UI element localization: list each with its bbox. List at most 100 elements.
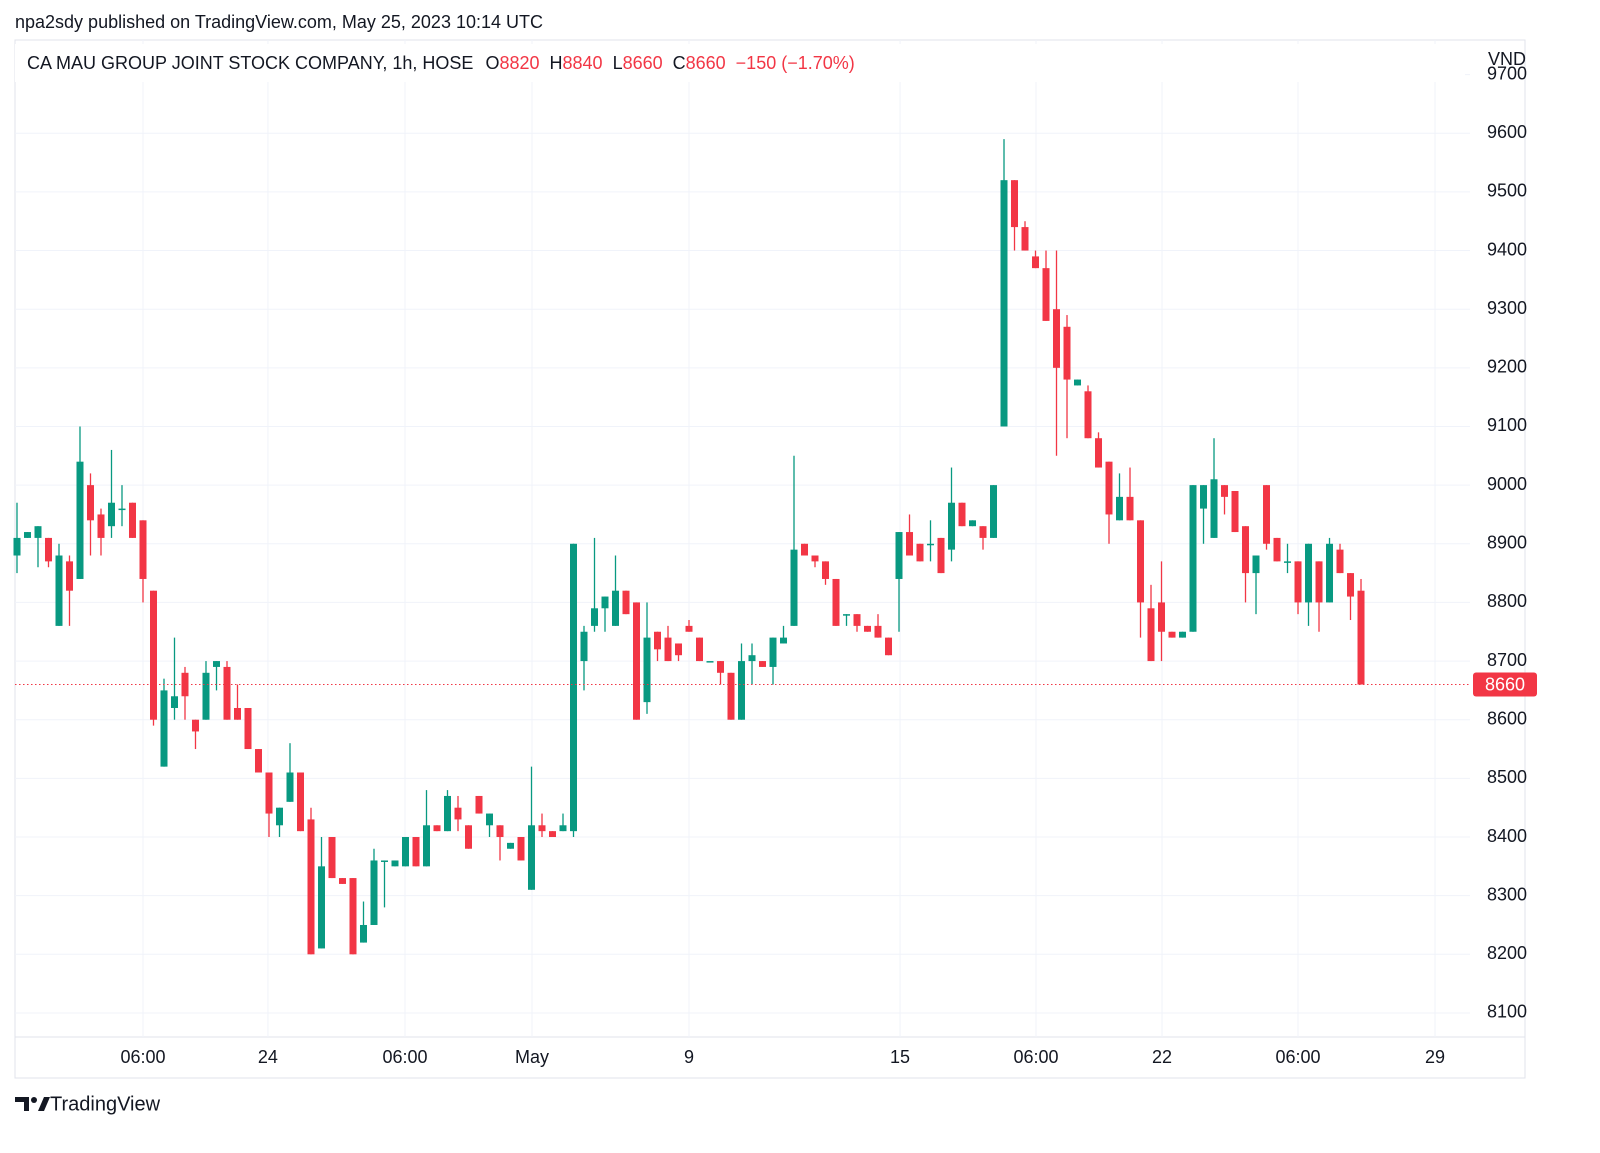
candle-body — [1095, 438, 1103, 468]
legend-change: −150 (−1.70%) — [736, 53, 855, 73]
y-tick-label: 9500 — [1487, 181, 1527, 201]
candle-body — [1021, 227, 1029, 251]
candle-body — [1315, 561, 1323, 603]
candle-body — [359, 924, 367, 943]
published-line: npa2sdy published on TradingView.com, Ma… — [15, 12, 543, 32]
candle-body — [864, 625, 872, 632]
candle-body — [422, 825, 430, 867]
x-tick-label: 06:00 — [1014, 1047, 1059, 1067]
candle-body — [76, 461, 84, 579]
candle-body — [916, 543, 924, 562]
candle-body — [748, 655, 756, 662]
last-price-badge — [1473, 672, 1537, 697]
candle-body — [328, 837, 336, 879]
candle-body — [979, 526, 987, 538]
candle-body — [549, 831, 557, 838]
x-tick-label: 22 — [1152, 1047, 1172, 1067]
candle-body — [937, 537, 945, 574]
x-tick-label: 9 — [684, 1047, 694, 1067]
candle-body — [275, 807, 283, 826]
candle-body — [990, 485, 998, 538]
last-price-label: 8660 — [1485, 674, 1525, 694]
y-tick-label: 8800 — [1487, 591, 1527, 611]
candle-body — [601, 596, 609, 609]
brand-name: TradingView — [50, 1093, 161, 1115]
candle-body — [412, 837, 420, 867]
candle-body — [895, 532, 903, 579]
candle-body — [1347, 573, 1355, 597]
brand-logo — [15, 1097, 50, 1111]
y-tick-label: 8200 — [1487, 943, 1527, 963]
candle-body — [139, 520, 147, 579]
candle-body — [212, 661, 220, 667]
currency-label: VND — [1488, 49, 1526, 69]
candle-body — [853, 614, 861, 626]
x-tick-label: 06:00 — [120, 1047, 165, 1067]
candle-body — [622, 590, 630, 615]
x-tick-label: 24 — [258, 1047, 278, 1067]
candle-body — [1179, 631, 1187, 638]
candle-body — [149, 590, 157, 720]
candle-body — [443, 795, 451, 832]
candle-body — [790, 549, 798, 626]
candle-body — [706, 661, 714, 663]
legend-value: 8660 — [623, 53, 663, 73]
candle-body — [307, 819, 315, 955]
candle-body — [591, 608, 599, 626]
candle-body — [570, 543, 578, 832]
candle-body — [370, 860, 378, 925]
candle-body — [1294, 561, 1302, 603]
candle-body — [97, 514, 105, 538]
candle-body — [801, 543, 809, 556]
y-tick-label: 8100 — [1487, 1002, 1527, 1022]
candle-body — [1137, 520, 1145, 603]
legend-value: 8840 — [563, 53, 603, 73]
candle-body — [202, 672, 210, 720]
candle-body — [265, 772, 273, 814]
candle-body — [1221, 485, 1229, 497]
legend-key: O — [485, 53, 499, 73]
candle-body — [1053, 309, 1061, 368]
candle-body — [612, 590, 620, 626]
candle-body — [507, 842, 515, 849]
candle-body — [44, 537, 52, 562]
legend-value: 8820 — [499, 53, 539, 73]
candle-body — [664, 637, 672, 662]
candle-body — [927, 543, 935, 546]
candle-body — [34, 526, 42, 538]
legend-background — [15, 44, 1465, 82]
candle-body — [13, 537, 21, 556]
candle-body — [780, 637, 788, 644]
candle-body — [1084, 391, 1092, 439]
candle-body — [885, 637, 893, 656]
y-tick-label: 8500 — [1487, 767, 1527, 787]
x-tick-label: 06:00 — [1275, 1047, 1320, 1067]
candle-body — [769, 637, 777, 667]
candle-body — [1200, 485, 1208, 509]
candle-body — [1168, 631, 1176, 638]
candle-body — [969, 520, 977, 527]
candle-body — [811, 555, 819, 562]
candle-body — [727, 672, 735, 720]
candle-body — [485, 813, 493, 826]
candle-body — [759, 661, 767, 667]
candle-body — [296, 772, 304, 832]
candle-body — [654, 631, 662, 650]
candle-body — [401, 837, 409, 867]
candle-body — [1210, 479, 1218, 538]
y-tick-label: 8600 — [1487, 708, 1527, 728]
candle-body — [454, 807, 462, 820]
candle-body — [832, 578, 840, 626]
candle-body — [1273, 537, 1281, 562]
candle-body — [1063, 326, 1071, 380]
candle-body — [675, 643, 683, 656]
legend: CA MAU GROUP JOINT STOCK COMPANY, 1h, HO… — [27, 53, 855, 73]
logo-shape — [15, 1097, 29, 1111]
candle-body — [958, 502, 966, 527]
candle-body — [118, 508, 126, 511]
candle-body — [1074, 379, 1082, 386]
candle-body — [65, 561, 73, 591]
candle-body — [822, 561, 830, 579]
